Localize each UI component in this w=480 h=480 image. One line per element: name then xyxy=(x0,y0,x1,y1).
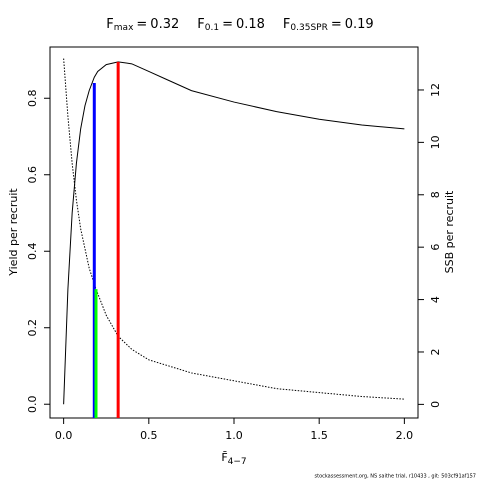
x-tick-label: 0.5 xyxy=(140,429,158,442)
x-tick-label: 0.0 xyxy=(55,429,73,442)
x-axis-label: F̄4−7 xyxy=(221,451,246,467)
y2-tick-label: 2 xyxy=(429,348,442,355)
x-tick-label: 1.5 xyxy=(310,429,328,442)
curve xyxy=(63,61,405,405)
title-part: max xyxy=(114,23,134,33)
title-part: 0.35SPR xyxy=(290,23,327,33)
y2-tick-label: 10 xyxy=(429,135,442,149)
y2-tick-label: 12 xyxy=(429,83,442,97)
y-tick-label: 0.4 xyxy=(26,242,39,260)
y2-tick-label: 0 xyxy=(429,401,442,408)
plot-frame xyxy=(49,46,419,419)
x-tick-label: 2.0 xyxy=(396,429,414,442)
y2-axis-label: SSB per recruit xyxy=(443,190,456,273)
title-part: = xyxy=(136,17,147,32)
curve xyxy=(63,58,405,400)
y2-tick-label: 8 xyxy=(429,191,442,198)
x-label-subscript: 4−7 xyxy=(228,457,247,467)
title-part: F xyxy=(106,17,113,32)
title-text: Fmax = 0.32 F0.1 = 0.18 F0.35SPR = 0.19 xyxy=(106,17,373,33)
y2-tick-label: 4 xyxy=(429,296,442,303)
title-part: 0.1 xyxy=(205,23,219,33)
x-label-symbol: F̄ xyxy=(221,451,227,464)
title-part: 0.19 xyxy=(345,17,374,32)
y-tick-label: 0.2 xyxy=(26,319,39,337)
title-part: 0.18 xyxy=(236,17,265,32)
y-axis-label: Yield per recruit xyxy=(7,188,20,277)
title-part: 0.32 xyxy=(150,17,179,32)
title-part: = xyxy=(222,17,233,32)
title: Fmax = 0.32 F0.1 = 0.18 F0.35SPR = 0.19 xyxy=(106,17,373,33)
y2-tick-label: 6 xyxy=(429,244,442,251)
title-part: = xyxy=(331,17,342,32)
title-part: F xyxy=(283,17,290,32)
y-tick-label: 0.0 xyxy=(26,395,39,413)
y-tick-label: 0.8 xyxy=(26,90,39,108)
y-tick-label: 0.6 xyxy=(26,166,39,184)
x-label-text: F̄4−7 xyxy=(221,451,246,467)
footer: stockassessment.org, NS saithe trial, r1… xyxy=(315,474,477,480)
x-tick-label: 1.0 xyxy=(225,429,243,442)
title-part: F xyxy=(197,17,204,32)
